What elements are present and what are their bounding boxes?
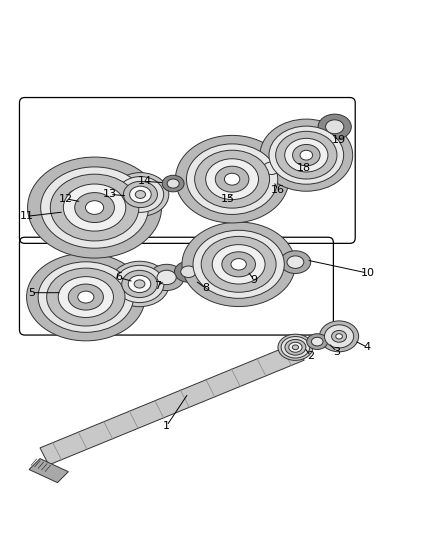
- Text: 6: 6: [115, 272, 122, 282]
- Ellipse shape: [124, 181, 157, 207]
- Ellipse shape: [181, 266, 196, 278]
- Ellipse shape: [289, 342, 302, 352]
- Ellipse shape: [78, 291, 94, 303]
- Ellipse shape: [157, 270, 176, 285]
- Text: 13: 13: [103, 189, 117, 199]
- Ellipse shape: [215, 166, 249, 192]
- Ellipse shape: [263, 162, 280, 174]
- Ellipse shape: [134, 280, 145, 288]
- Text: 3: 3: [333, 346, 340, 357]
- Ellipse shape: [325, 325, 353, 348]
- Ellipse shape: [222, 252, 255, 277]
- Text: 10: 10: [360, 268, 374, 278]
- Ellipse shape: [64, 184, 126, 231]
- Ellipse shape: [38, 262, 134, 332]
- Ellipse shape: [212, 245, 265, 284]
- Ellipse shape: [112, 173, 169, 216]
- Ellipse shape: [300, 150, 313, 160]
- Ellipse shape: [292, 345, 299, 350]
- Polygon shape: [40, 343, 304, 465]
- Ellipse shape: [75, 192, 114, 223]
- Text: 18: 18: [297, 163, 311, 173]
- Ellipse shape: [182, 222, 295, 306]
- Ellipse shape: [187, 144, 278, 214]
- Ellipse shape: [319, 321, 359, 352]
- Ellipse shape: [193, 230, 284, 298]
- Ellipse shape: [260, 119, 353, 191]
- Ellipse shape: [269, 126, 344, 184]
- Text: 14: 14: [138, 176, 152, 187]
- Text: 4: 4: [364, 342, 371, 352]
- Ellipse shape: [110, 261, 169, 306]
- Ellipse shape: [332, 330, 346, 342]
- Text: 11: 11: [20, 211, 34, 221]
- Ellipse shape: [68, 190, 86, 204]
- Polygon shape: [29, 458, 68, 482]
- Ellipse shape: [68, 284, 103, 310]
- Text: 8: 8: [202, 284, 209, 293]
- Ellipse shape: [285, 340, 306, 355]
- Ellipse shape: [167, 179, 179, 188]
- Ellipse shape: [135, 190, 145, 198]
- Text: 2: 2: [307, 351, 314, 361]
- Ellipse shape: [276, 131, 337, 179]
- Text: 19: 19: [332, 135, 346, 145]
- Ellipse shape: [194, 150, 269, 208]
- Ellipse shape: [60, 184, 94, 209]
- Ellipse shape: [336, 334, 343, 339]
- Ellipse shape: [122, 270, 157, 297]
- Ellipse shape: [278, 334, 313, 360]
- Text: 7: 7: [154, 281, 162, 291]
- Ellipse shape: [325, 120, 344, 134]
- Ellipse shape: [117, 176, 164, 212]
- Ellipse shape: [115, 265, 164, 303]
- Ellipse shape: [149, 264, 184, 290]
- Ellipse shape: [256, 157, 287, 180]
- Ellipse shape: [311, 337, 323, 346]
- Ellipse shape: [206, 159, 258, 199]
- Ellipse shape: [231, 259, 246, 270]
- Ellipse shape: [307, 334, 328, 350]
- Text: 5: 5: [28, 288, 35, 298]
- Ellipse shape: [50, 174, 139, 241]
- Ellipse shape: [162, 175, 184, 192]
- Ellipse shape: [85, 201, 104, 214]
- Ellipse shape: [281, 336, 310, 358]
- Ellipse shape: [318, 114, 351, 140]
- Ellipse shape: [27, 253, 145, 341]
- Ellipse shape: [176, 135, 289, 223]
- Text: 1: 1: [163, 421, 170, 431]
- Ellipse shape: [224, 173, 240, 185]
- Ellipse shape: [174, 261, 202, 282]
- Ellipse shape: [285, 139, 328, 172]
- Text: 12: 12: [59, 194, 73, 204]
- Ellipse shape: [287, 256, 304, 269]
- Ellipse shape: [47, 268, 125, 326]
- Ellipse shape: [280, 251, 311, 273]
- Ellipse shape: [130, 186, 151, 203]
- Ellipse shape: [28, 157, 162, 258]
- Ellipse shape: [128, 276, 151, 293]
- Ellipse shape: [293, 144, 320, 166]
- Text: 16: 16: [271, 185, 285, 195]
- Ellipse shape: [201, 237, 276, 292]
- Ellipse shape: [58, 277, 113, 318]
- Text: 15: 15: [221, 194, 235, 204]
- Text: 9: 9: [251, 274, 258, 285]
- Ellipse shape: [41, 167, 148, 248]
